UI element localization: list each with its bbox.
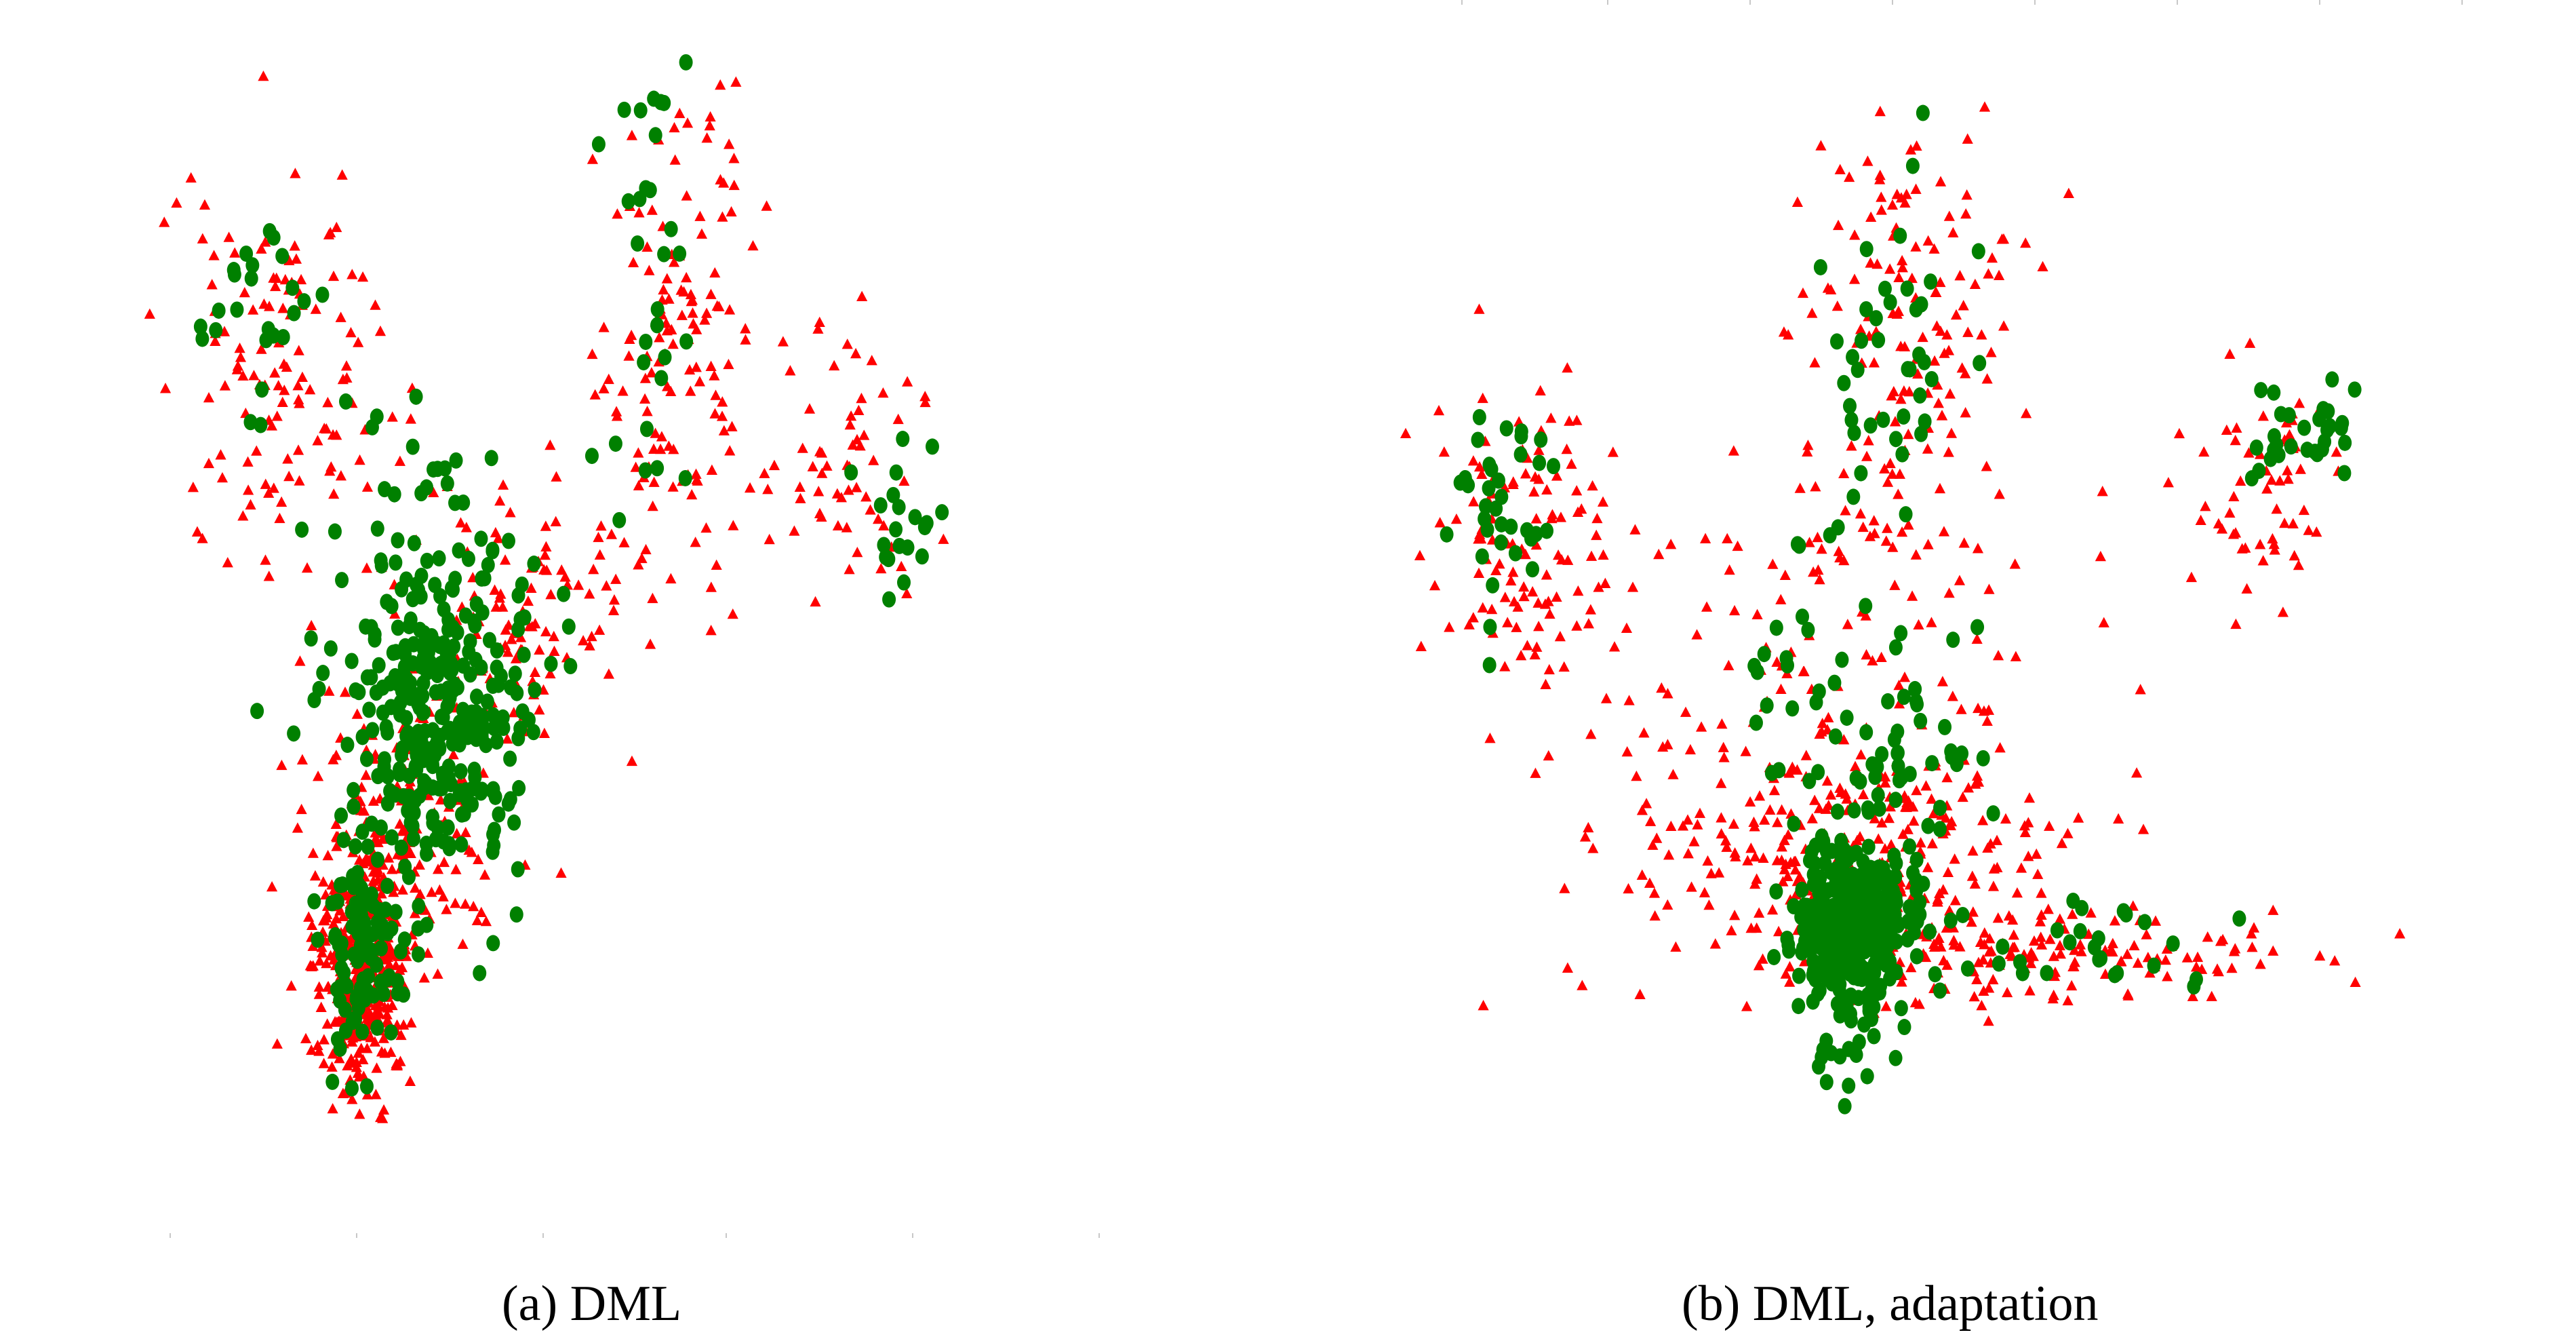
- x-axis-tick: [1461, 0, 1463, 5]
- scatter-plot-b: [1400, 101, 2406, 1114]
- x-axis-tick: [1607, 0, 1608, 5]
- scatter-panel-b: [1397, 88, 2455, 1146]
- x-axis-tick: [2319, 0, 2320, 5]
- class-b-circle-markers: [1440, 104, 2362, 1114]
- x-axis-ticks-b: [0, 0, 2576, 5]
- x-axis-tick: [542, 1233, 544, 1238]
- caption-b: (b) DML, adaptation: [1682, 1276, 2099, 1332]
- x-axis-tick: [2034, 0, 2036, 5]
- x-axis-tick: [1749, 0, 1751, 5]
- x-axis-tick: [170, 1233, 171, 1238]
- x-axis-tick: [1892, 0, 1893, 5]
- caption-a: (a) DML: [502, 1276, 682, 1332]
- class-b-circle-markers: [193, 54, 949, 1097]
- scatter-plot-a: [144, 54, 949, 1123]
- x-axis-ticks-a: [0, 1233, 2576, 1239]
- x-axis-tick: [356, 1233, 357, 1238]
- x-axis-tick: [726, 1233, 727, 1238]
- scatter-panel-a: [144, 54, 1112, 1123]
- x-axis-tick: [912, 1233, 913, 1238]
- x-axis-tick: [1098, 1233, 1100, 1238]
- x-axis-tick: [2177, 0, 2178, 5]
- x-axis-tick: [2461, 0, 2463, 5]
